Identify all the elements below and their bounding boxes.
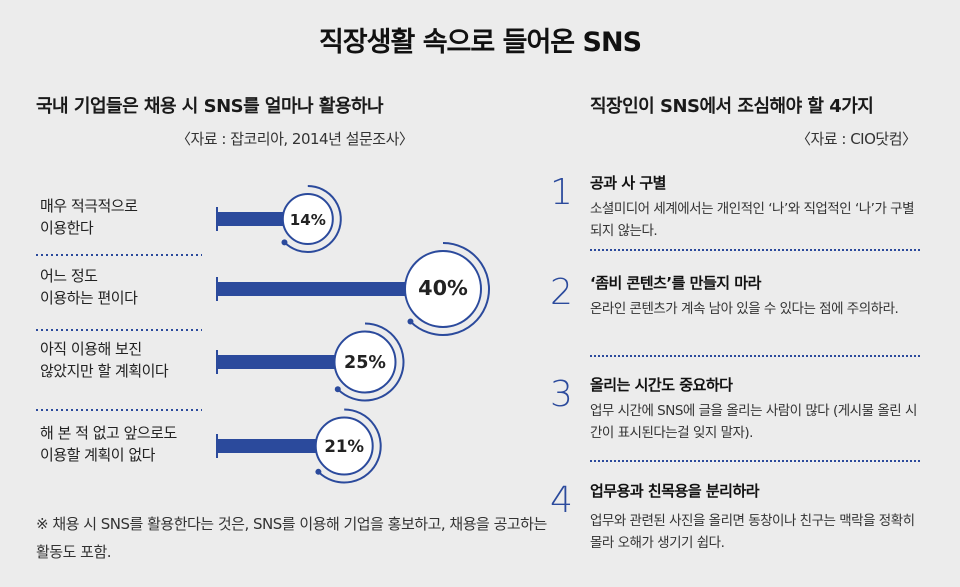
tip-number: 3 [550, 374, 573, 415]
category-label-line: 이용하는 편이다 [40, 289, 138, 307]
tip-number: 4 [550, 480, 573, 521]
tip-body: 업무와 관련된 사진을 올리면 동창이나 친구는 맥락을 정확히 몰라 오해가 … [590, 513, 915, 551]
value-ring-arc [409, 242, 490, 336]
value-label: 40% [418, 276, 468, 300]
tip-divider [590, 460, 920, 462]
tip-divider [590, 355, 920, 357]
value-ring-dot [407, 318, 414, 325]
value-ring-arc [283, 185, 342, 253]
tip-title: 공과 사 구별 [590, 174, 666, 192]
value-circle [404, 250, 482, 328]
value-label: 25% [344, 353, 386, 373]
left-source-note: 〈자료 : 잡코리아, 2014년 설문조사〉 [176, 130, 414, 148]
bar-2 [217, 282, 443, 296]
category-label-line: 않았지만 할 계획이다 [40, 362, 169, 380]
tip-title: ‘좀비 콘텐츠’를 만들지 마라 [590, 274, 761, 292]
right-source-note: 〈자료 : CIO닷컴〉 [796, 130, 917, 148]
tip-body: 온라인 콘텐츠가 계속 남아 있을 수 있다는 점에 주의하라. [590, 301, 899, 317]
tip-number: 2 [550, 272, 573, 313]
left-section-heading: 국내 기업들은 채용 시 SNS를 얼마나 활용하나 [36, 96, 384, 117]
tip-divider [590, 249, 920, 251]
tip-body: 소셜미디어 세계에서는 개인적인 ‘나’와 직업적인 ‘나’가 구별되지 않는다… [590, 201, 915, 239]
tip-number: 1 [550, 172, 573, 213]
value-ring-dot [281, 239, 288, 246]
value-circle [333, 330, 397, 394]
value-label: 21% [324, 437, 364, 456]
category-label-line: 매우 적극적으로 [40, 197, 138, 215]
bar-3 [217, 355, 365, 369]
value-circle [281, 193, 334, 245]
footnote: ※ 채용 시 SNS를 활용한다는 것은, SNS를 이용해 기업을 홍보하고,… [36, 515, 547, 561]
page-title: 직장생활 속으로 들어온 SNS [318, 27, 642, 58]
category-label-line: 어느 정도 [40, 267, 98, 285]
category-label-line: 해 본 적 없고 앞으로도 [40, 424, 177, 442]
tip-title: 업무용과 친목용을 분리하라 [590, 482, 760, 500]
value-label: 14% [290, 211, 326, 229]
category-label-line: 이용할 계획이 없다 [40, 446, 155, 464]
bar-4 [217, 439, 345, 453]
value-ring-dot [315, 468, 322, 475]
tip-title: 올리는 시간도 중요하다 [590, 376, 733, 394]
tip-body: 업무 시간에 SNS에 글을 올리는 사람이 많다 (게시물 올린 시간이 표시… [590, 403, 917, 441]
right-section-heading: 직장인이 SNS에서 조심해야 할 4가지 [590, 96, 874, 117]
value-ring-dot [334, 386, 341, 393]
value-ring-arc [317, 408, 382, 484]
value-ring-arc [337, 322, 405, 402]
category-label-line: 아직 이용해 보진 [40, 340, 142, 358]
category-label-line: 이용한다 [40, 219, 94, 237]
value-circle [314, 416, 374, 476]
